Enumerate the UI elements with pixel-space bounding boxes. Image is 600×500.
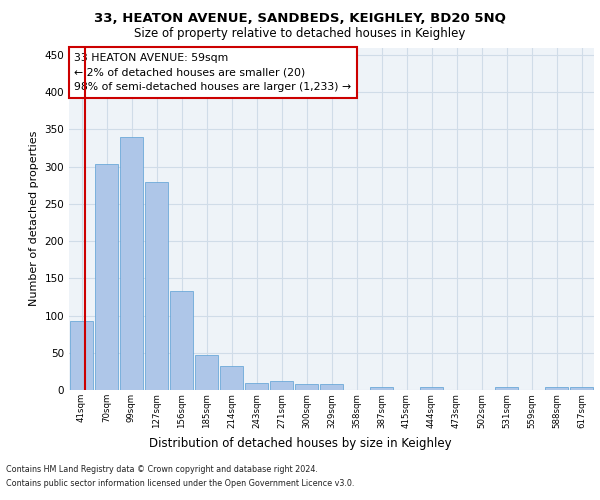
Bar xyxy=(419,387,443,390)
Bar xyxy=(70,321,94,390)
Bar xyxy=(295,384,319,390)
Text: Distribution of detached houses by size in Keighley: Distribution of detached houses by size … xyxy=(149,438,451,450)
Text: Contains public sector information licensed under the Open Government Licence v3: Contains public sector information licen… xyxy=(6,478,355,488)
Bar xyxy=(245,384,268,390)
Bar xyxy=(494,387,518,390)
Bar xyxy=(95,164,118,390)
Text: 33 HEATON AVENUE: 59sqm
← 2% of detached houses are smaller (20)
98% of semi-det: 33 HEATON AVENUE: 59sqm ← 2% of detached… xyxy=(74,52,352,92)
Bar xyxy=(320,384,343,390)
Text: Contains HM Land Registry data © Crown copyright and database right 2024.: Contains HM Land Registry data © Crown c… xyxy=(6,465,318,474)
Bar xyxy=(370,387,394,390)
Bar xyxy=(269,381,293,390)
Bar xyxy=(220,366,244,390)
Bar xyxy=(545,387,568,390)
Bar xyxy=(569,387,593,390)
Bar xyxy=(194,355,218,390)
Text: 33, HEATON AVENUE, SANDBEDS, KEIGHLEY, BD20 5NQ: 33, HEATON AVENUE, SANDBEDS, KEIGHLEY, B… xyxy=(94,12,506,26)
Bar xyxy=(170,291,193,390)
Bar xyxy=(119,137,143,390)
Text: Size of property relative to detached houses in Keighley: Size of property relative to detached ho… xyxy=(134,28,466,40)
Bar xyxy=(145,182,169,390)
Y-axis label: Number of detached properties: Number of detached properties xyxy=(29,131,39,306)
